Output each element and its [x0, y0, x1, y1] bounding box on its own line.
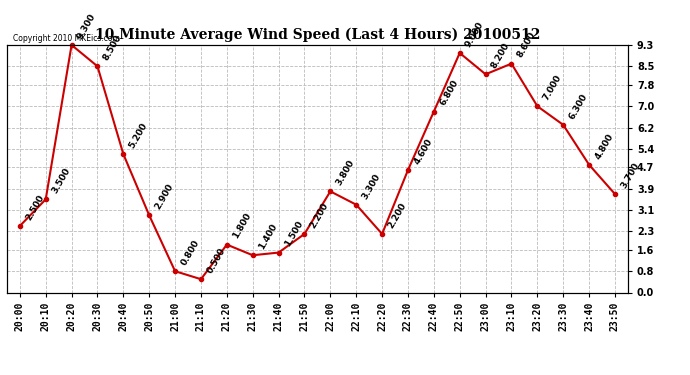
Text: 4.800: 4.800: [593, 132, 615, 160]
Title: 10 Minute Average Wind Speed (Last 4 Hours) 20100512: 10 Minute Average Wind Speed (Last 4 Hou…: [95, 28, 540, 42]
Text: 8.200: 8.200: [490, 41, 511, 70]
Text: 7.000: 7.000: [542, 73, 563, 102]
Text: 8.600: 8.600: [515, 31, 538, 60]
Text: 9.000: 9.000: [464, 20, 486, 49]
Text: 3.700: 3.700: [619, 161, 641, 190]
Text: 1.400: 1.400: [257, 222, 279, 251]
Text: 9.300: 9.300: [76, 12, 98, 41]
Text: 3.500: 3.500: [50, 166, 72, 195]
Text: 2.900: 2.900: [153, 182, 175, 211]
Text: 2.500: 2.500: [24, 193, 46, 222]
Text: 2.200: 2.200: [386, 201, 408, 230]
Text: 0.800: 0.800: [179, 238, 201, 267]
Text: Copyright 2010 MKEics.com: Copyright 2010 MKEics.com: [13, 33, 120, 42]
Text: 3.300: 3.300: [360, 172, 382, 201]
Text: 6.300: 6.300: [567, 92, 589, 121]
Text: 6.800: 6.800: [438, 78, 460, 107]
Text: 1.800: 1.800: [231, 211, 253, 240]
Text: 2.200: 2.200: [308, 201, 331, 230]
Text: 1.500: 1.500: [283, 219, 304, 248]
Text: 5.200: 5.200: [128, 121, 149, 150]
Text: 3.800: 3.800: [335, 158, 356, 187]
Text: 8.500: 8.500: [101, 33, 124, 62]
Text: 0.500: 0.500: [205, 246, 227, 275]
Text: 4.600: 4.600: [412, 137, 434, 166]
